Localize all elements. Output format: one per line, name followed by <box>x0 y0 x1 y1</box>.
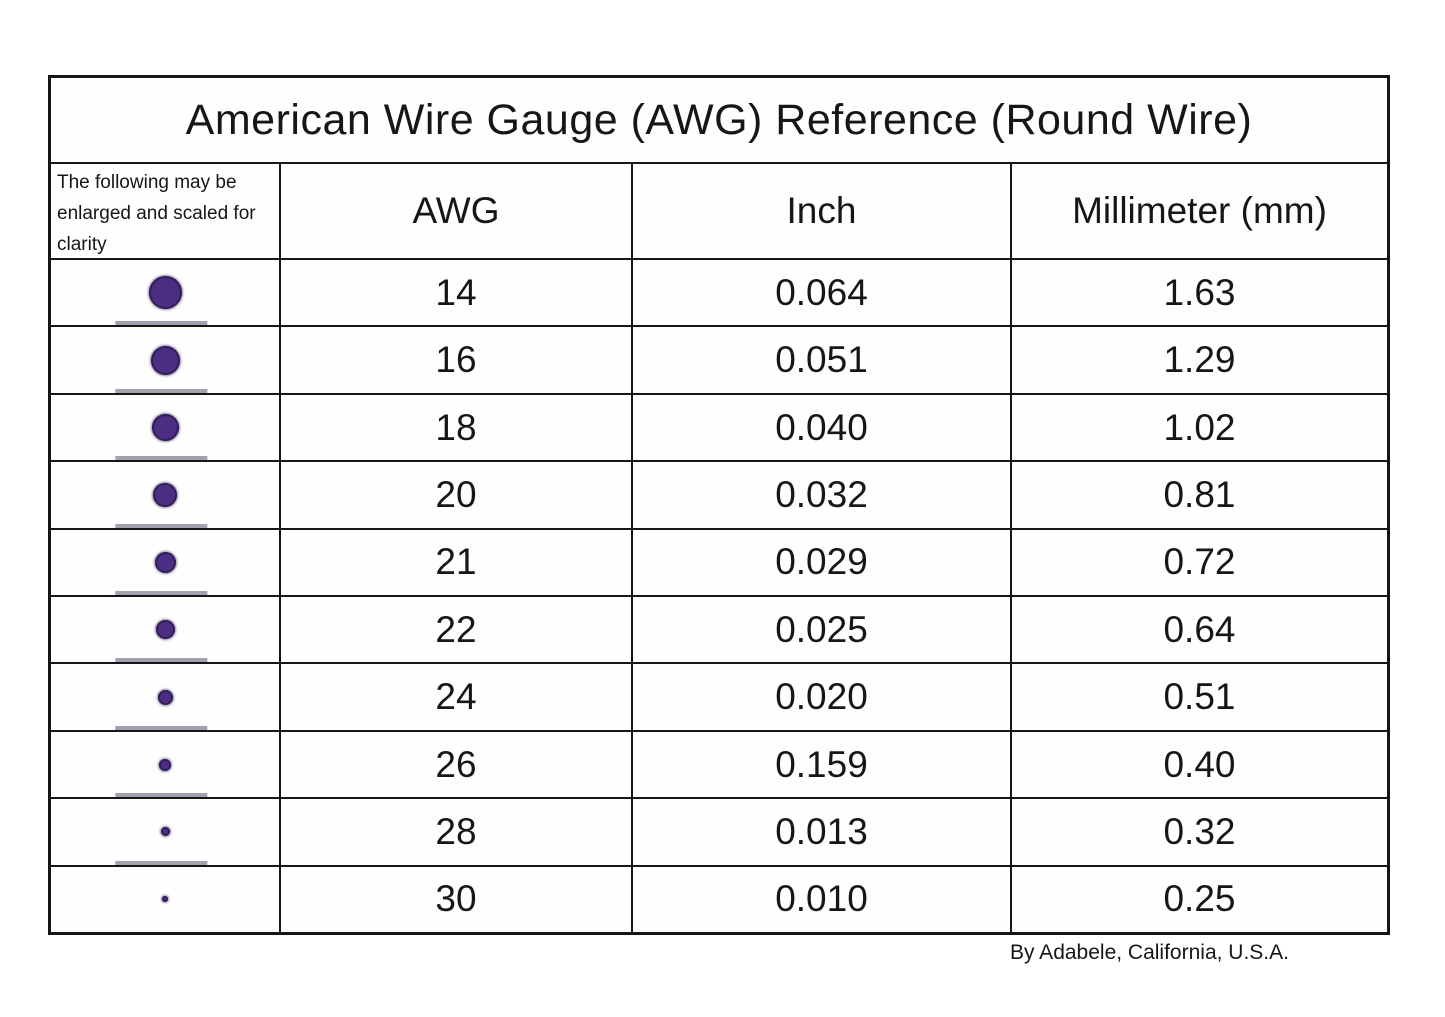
dot-underline <box>115 456 208 461</box>
wire-dot <box>159 758 171 771</box>
inch-cell: 0.032 <box>633 462 1012 528</box>
table-row: 16 0.051 1.29 <box>51 327 1387 395</box>
table-row: 18 0.040 1.02 <box>51 394 1387 463</box>
table-row: 26 0.159 0.40 <box>51 731 1387 800</box>
page-title: American Wire Gauge (AWG) Reference (Rou… <box>51 78 1387 164</box>
wire-dot <box>154 551 176 573</box>
wire-dot <box>153 482 177 507</box>
millimeter-cell: 0.25 <box>1163 878 1236 920</box>
wire-dot <box>157 689 173 705</box>
millimeter-cell: 1.02 <box>1163 406 1236 448</box>
inch-cell: 0.064 <box>633 260 1012 326</box>
inch-cell: 0.020 <box>633 664 1012 730</box>
wire-size-cell <box>51 327 281 393</box>
dot-underline <box>115 793 208 798</box>
inch-cell: 0.013 <box>633 799 1012 865</box>
dot-underline <box>115 388 208 393</box>
wire-size-cell <box>51 462 281 528</box>
inch-cell: 0.029 <box>633 529 1012 596</box>
awg-cell: 14 <box>281 260 633 326</box>
dot-underline <box>115 725 208 730</box>
table-row: 22 0.025 0.64 <box>51 597 1387 665</box>
inch-cell: 0.159 <box>633 731 1012 798</box>
millimeter-cell: 0.64 <box>1163 608 1236 650</box>
millimeter-cell: 0.40 <box>1163 743 1236 785</box>
dot-underline <box>115 523 208 528</box>
table-body: 14 0.064 1.63 16 0.051 1.29 18 0.040 1.02 20 0.032… <box>51 260 1387 933</box>
dot-underline <box>115 658 208 663</box>
dot-underline <box>115 860 208 865</box>
wire-dot <box>155 620 175 640</box>
column-header-inch: Inch <box>633 164 1012 258</box>
awg-cell: 18 <box>281 394 633 461</box>
wire-dot <box>160 827 170 837</box>
dot-underline <box>115 591 208 596</box>
millimeter-cell: 0.32 <box>1163 810 1236 852</box>
inch-cell: 0.025 <box>633 597 1012 663</box>
wire-size-cell <box>51 529 281 596</box>
awg-reference-table: American Wire Gauge (AWG) Reference (Rou… <box>48 75 1390 935</box>
table-row: 30 0.010 0.25 <box>51 866 1387 933</box>
table-row: 21 0.029 0.72 <box>51 529 1387 598</box>
table-row: 14 0.064 1.63 <box>51 260 1387 328</box>
wire-size-cell <box>51 394 281 461</box>
wire-dot <box>162 896 168 903</box>
inch-cell: 0.010 <box>633 866 1012 933</box>
wire-size-cell <box>51 799 281 865</box>
awg-cell: 30 <box>281 866 633 933</box>
wire-size-cell <box>51 866 281 933</box>
awg-cell: 21 <box>281 529 633 596</box>
table-row: 24 0.020 0.51 <box>51 664 1387 732</box>
millimeter-cell: 0.51 <box>1163 676 1236 718</box>
table-header-row: The following may be enlarged and scaled… <box>51 164 1387 260</box>
wire-size-cell <box>51 731 281 798</box>
millimeter-cell: 1.63 <box>1163 271 1236 313</box>
column-header-millimeter: Millimeter (mm) <box>1072 190 1327 231</box>
millimeter-cell: 0.72 <box>1163 541 1236 583</box>
scale-note: The following may be enlarged and scaled… <box>51 164 281 258</box>
wire-dot <box>151 414 179 442</box>
column-header-awg: AWG <box>281 164 633 258</box>
wire-size-cell <box>51 597 281 663</box>
awg-cell: 26 <box>281 731 633 798</box>
awg-cell: 28 <box>281 799 633 865</box>
wire-size-cell <box>51 260 281 326</box>
millimeter-cell: 0.81 <box>1163 473 1236 515</box>
awg-cell: 22 <box>281 597 633 663</box>
awg-cell: 16 <box>281 327 633 393</box>
table-row: 28 0.013 0.32 <box>51 799 1387 867</box>
wire-dot <box>150 345 180 375</box>
dot-underline <box>115 321 208 326</box>
footer-credit: By Adabele, California, U.S.A. <box>1010 941 1289 964</box>
inch-cell: 0.051 <box>633 327 1012 393</box>
awg-cell: 20 <box>281 462 633 528</box>
wire-dot <box>148 276 182 310</box>
wire-size-cell <box>51 664 281 730</box>
inch-cell: 0.040 <box>633 394 1012 461</box>
millimeter-cell: 1.29 <box>1163 339 1236 381</box>
awg-cell: 24 <box>281 664 633 730</box>
table-row: 20 0.032 0.81 <box>51 462 1387 530</box>
